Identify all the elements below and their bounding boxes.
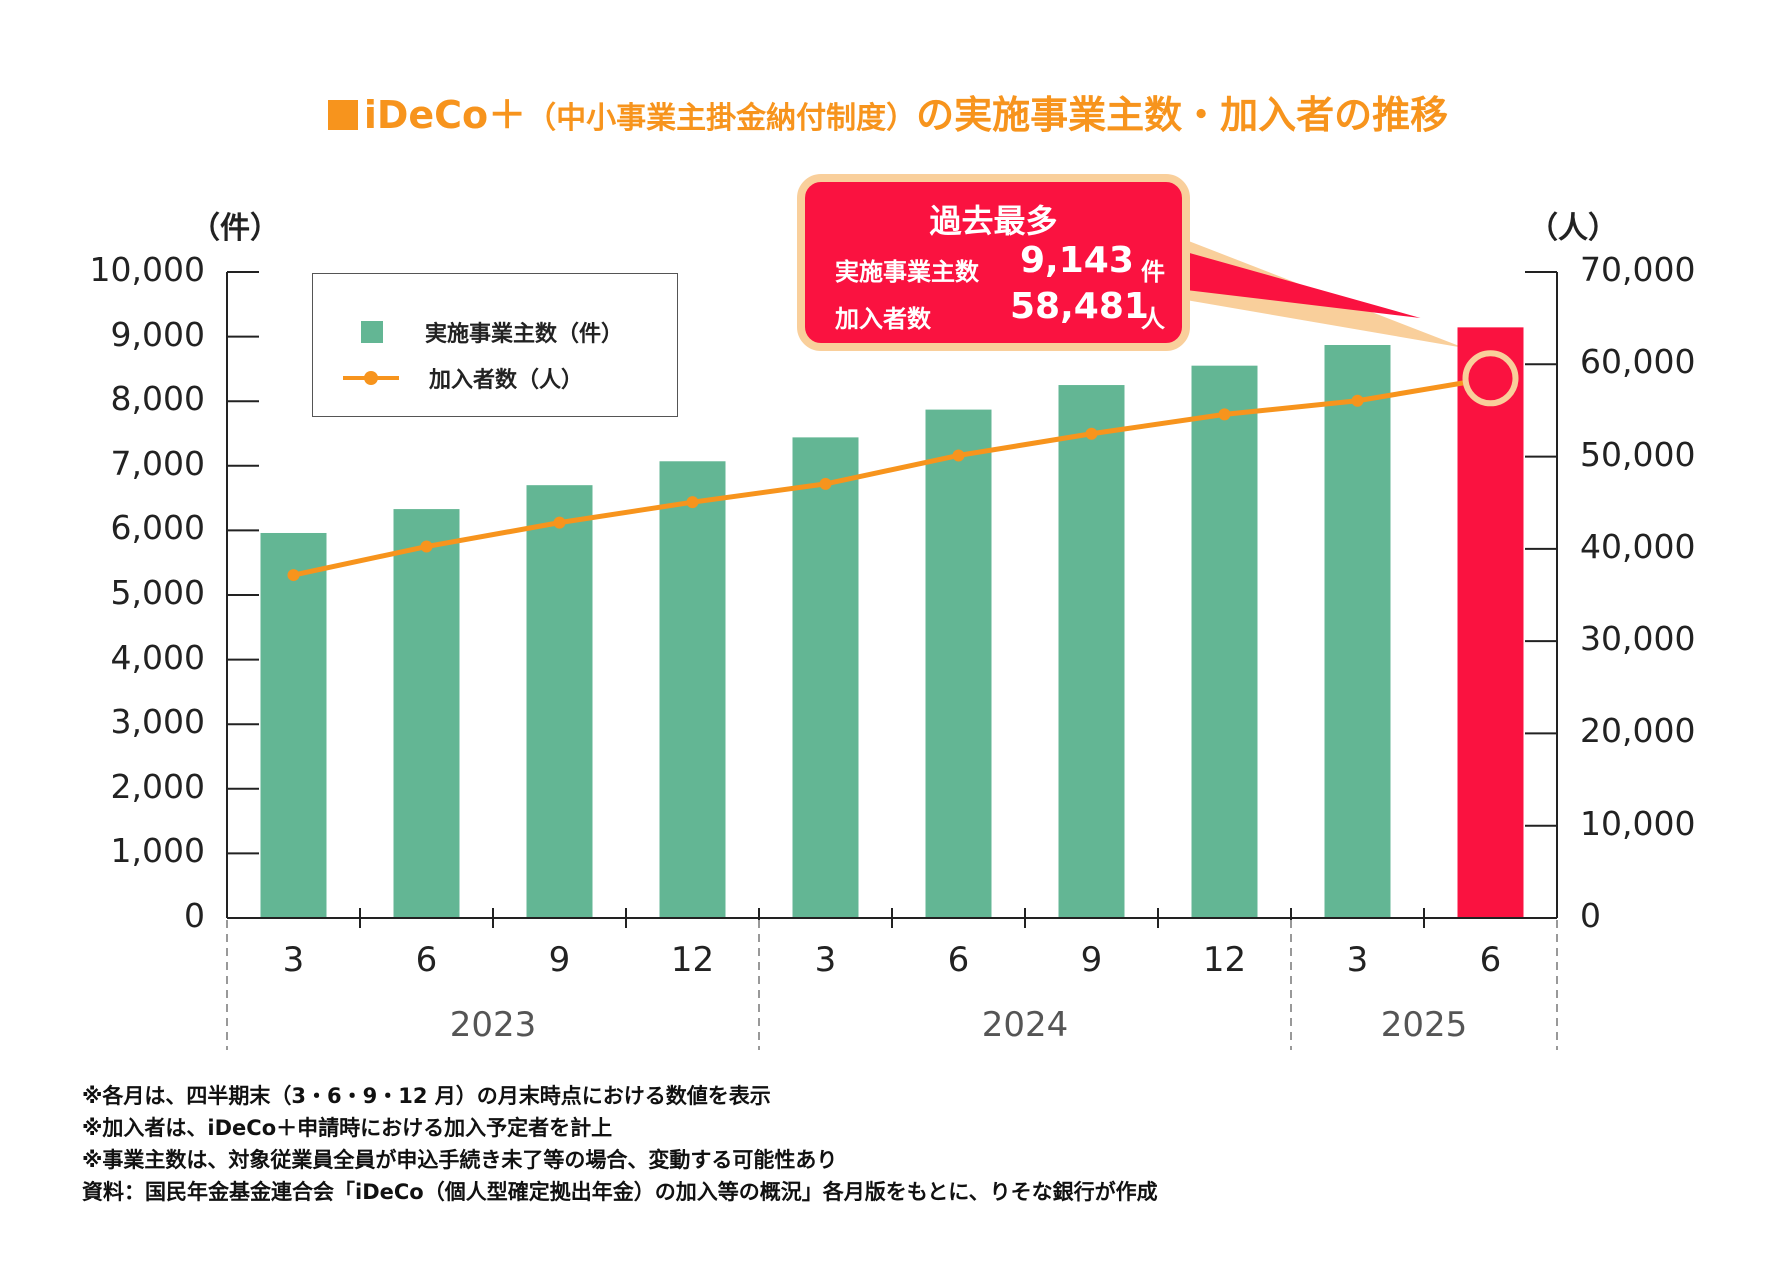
year-label: 2024 <box>981 1005 1069 1045</box>
bar <box>393 509 460 918</box>
line-point <box>819 477 832 490</box>
right-axis-tick-label: 20,000 <box>1580 711 1696 751</box>
left-axis-tick-label: 0 <box>184 896 205 935</box>
right-axis-tick-label: 40,000 <box>1580 526 1696 566</box>
bar <box>1058 385 1125 918</box>
line-point <box>952 449 965 462</box>
bar <box>260 532 327 918</box>
bar <box>1191 365 1258 918</box>
line-point <box>287 569 300 582</box>
right-axis-tick-label: 60,000 <box>1580 342 1696 382</box>
record-callout: 過去最多 実施事業主数 9,143 件 加入者数 58,481 人 <box>797 174 1190 351</box>
left-axis-tick-label: 2,000 <box>110 766 205 806</box>
right-axis-tick-label: 10,000 <box>1580 803 1696 843</box>
right-axis-tick-label: 30,000 <box>1580 619 1696 659</box>
x-tick-label: 12 <box>670 940 715 980</box>
callout-pointer <box>1186 252 1421 318</box>
bar <box>526 485 593 918</box>
legend-line-label: 加入者数（人） <box>429 368 584 393</box>
chart-title: iDeCo＋（中小事業主掛金納付制度）の実施事業主数・加入者の推移 <box>0 84 1776 139</box>
left-axis-tick-label: 10,000 <box>89 250 205 289</box>
year-label: 2023 <box>449 1005 537 1045</box>
x-tick-label: 12 <box>1202 940 1247 980</box>
footnote: ※事業主数は、対象従業員全員が申込手続き未了等の場合、変動する可能性あり <box>82 1148 838 1172</box>
x-tick-label: 3 <box>282 940 305 980</box>
x-tick-label: 9 <box>1080 940 1103 980</box>
legend-line-swatch <box>343 371 399 385</box>
title-rest: の実施事業主数・加入者の推移 <box>916 93 1449 137</box>
x-tick-label: 6 <box>1479 940 1502 980</box>
right-axis-tick-label: 70,000 <box>1580 250 1696 289</box>
callout-row2-label: 加入者数 <box>835 305 931 333</box>
callout-row1-label: 実施事業主数 <box>835 258 979 286</box>
footnote: ※各月は、四半期末（3・6・9・12 月）の月末時点における数値を表示 <box>82 1084 771 1108</box>
right-axis-tick-label: 50,000 <box>1580 434 1696 474</box>
line-point <box>686 496 699 509</box>
title-brand: iDeCo＋ <box>363 93 527 137</box>
line-point <box>553 516 566 529</box>
left-axis-tick-label: 6,000 <box>110 508 205 548</box>
title-square-icon <box>327 100 358 130</box>
bar <box>792 437 859 918</box>
callout-row2-unit: 人 <box>1141 305 1165 333</box>
left-axis-tick-label: 3,000 <box>110 702 205 742</box>
legend: 実施事業主数（件） 加入者数（人） <box>312 273 678 417</box>
subscriber-line <box>292 375 1491 578</box>
left-axis-tick-label: 4,000 <box>110 637 205 677</box>
bar <box>1324 344 1391 918</box>
callout-row1-value: 9,143 <box>1020 240 1134 281</box>
callout-row1-unit: 件 <box>1141 258 1165 286</box>
bar <box>659 461 726 918</box>
x-tick-label: 3 <box>1346 940 1369 980</box>
bar <box>1457 327 1524 919</box>
callout-heading: 過去最多 <box>929 202 1058 240</box>
right-axis-tick-label: 0 <box>1580 896 1601 935</box>
left-axis-unit: （件） <box>190 211 280 246</box>
source-note: 資料：国民年金基金連合会「iDeCo（個人型確定拠出年金）の加入等の概況」各月版… <box>82 1180 1158 1204</box>
x-tick-label: 6 <box>415 940 438 980</box>
left-axis-tick-label: 7,000 <box>110 443 205 483</box>
line-point <box>1085 427 1098 440</box>
footnote: ※加入者は、iDeCo＋申請時における加入予定者を計上 <box>82 1116 613 1140</box>
legend-bar-label: 実施事業主数（件） <box>425 322 624 347</box>
left-axis-tick-label: 8,000 <box>110 379 205 419</box>
line-point <box>1218 408 1231 421</box>
left-axis-tick-label: 1,000 <box>110 831 205 871</box>
x-tick-label: 3 <box>814 940 837 980</box>
title-paren: （中小事業主掛金納付制度） <box>526 101 917 136</box>
year-label: 2025 <box>1380 1005 1468 1045</box>
line-point <box>1351 394 1364 407</box>
line-point <box>420 540 433 553</box>
x-tick-label: 9 <box>548 940 571 980</box>
right-axis-unit: （人） <box>1528 211 1618 246</box>
footnotes: ※各月は、四半期末（3・6・9・12 月）の月末時点における数値を表示 ※加入者… <box>82 1080 1158 1208</box>
bar <box>925 409 992 918</box>
x-tick-label: 6 <box>947 940 970 980</box>
highlight-point <box>1462 350 1519 407</box>
left-axis-tick-label: 9,000 <box>110 314 205 354</box>
left-axis-tick-label: 5,000 <box>110 573 205 612</box>
callout-row2-value: 58,481 <box>1010 286 1149 327</box>
legend-bar-swatch <box>361 321 383 343</box>
